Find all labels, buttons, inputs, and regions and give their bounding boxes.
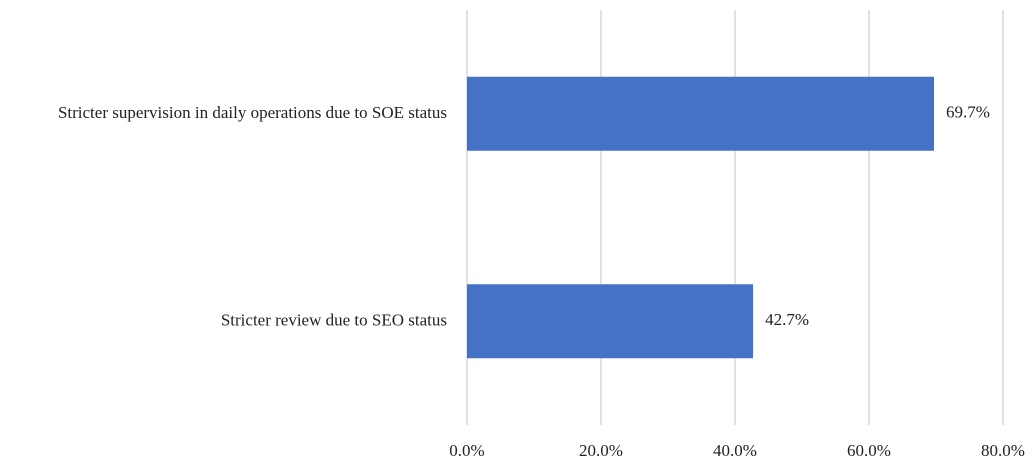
bar — [467, 284, 754, 359]
x-tick-label: 40.0% — [713, 441, 757, 460]
x-tick-label: 80.0% — [981, 441, 1025, 460]
data-label: 42.7% — [765, 310, 809, 329]
x-tick-label: 0.0% — [449, 441, 484, 460]
x-tick-label: 60.0% — [847, 441, 891, 460]
data-label: 69.7% — [946, 103, 990, 122]
bar — [467, 76, 934, 151]
y-tick-label: Stricter review due to SEO status — [221, 310, 447, 329]
y-tick-label: Stricter supervision in daily operations… — [58, 103, 447, 122]
x-tick-label: 20.0% — [579, 441, 623, 460]
